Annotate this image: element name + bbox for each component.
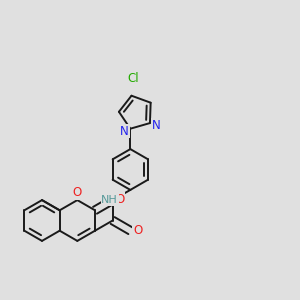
Text: O: O — [115, 193, 124, 206]
Text: Cl: Cl — [127, 72, 139, 85]
Text: O: O — [73, 186, 82, 199]
Text: NH: NH — [101, 195, 118, 205]
Text: O: O — [133, 224, 142, 237]
Text: N: N — [152, 119, 160, 132]
Text: N: N — [120, 124, 129, 138]
